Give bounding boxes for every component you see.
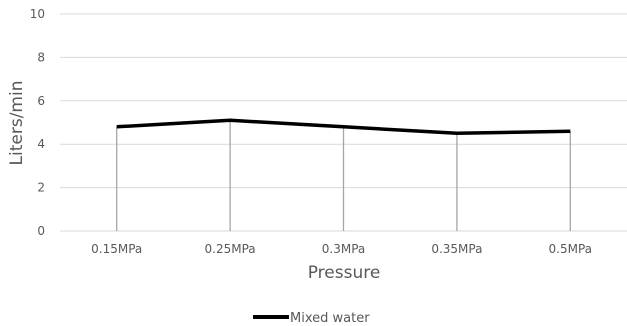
legend-label-mixed-water: Mixed water bbox=[290, 311, 370, 326]
x-tick-label: 0.35MPa bbox=[431, 242, 482, 256]
y-tick-label: 0 bbox=[37, 224, 45, 238]
series-line-mixed-water bbox=[116, 118, 571, 136]
drop-lines bbox=[116, 120, 571, 231]
x-tick-label: 0.25MPa bbox=[205, 242, 256, 256]
y-tick-label: 8 bbox=[37, 50, 45, 64]
y-tick-label: 10 bbox=[30, 7, 45, 21]
y-axis-title: Liters/min bbox=[7, 81, 27, 166]
x-tick-label: 0.15MPa bbox=[91, 242, 142, 256]
x-tick-label: 0.3MPa bbox=[322, 242, 366, 256]
series-lines bbox=[116, 118, 571, 136]
x-tick-label: 0.5MPa bbox=[549, 242, 593, 256]
legend: Mixed water bbox=[253, 311, 370, 326]
y-tick-label: 2 bbox=[37, 181, 45, 195]
y-tick-label: 6 bbox=[37, 94, 45, 108]
y-tick-label: 4 bbox=[37, 137, 45, 151]
x-axis-title: Pressure bbox=[308, 263, 381, 283]
x-tick-labels: 0.15MPa 0.25MPa 0.3MPa 0.35MPa 0.5MPa bbox=[91, 242, 592, 256]
y-tick-labels: 0 2 4 6 8 10 bbox=[30, 7, 45, 238]
